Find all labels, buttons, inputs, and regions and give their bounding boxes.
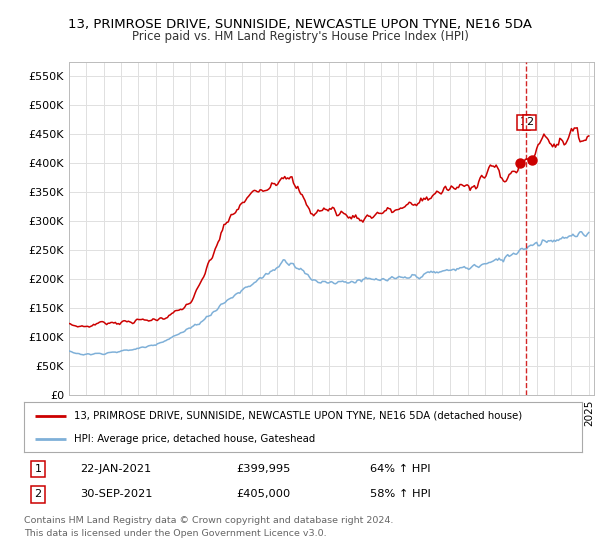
Text: 13, PRIMROSE DRIVE, SUNNISIDE, NEWCASTLE UPON TYNE, NE16 5DA: 13, PRIMROSE DRIVE, SUNNISIDE, NEWCASTLE… — [68, 18, 532, 31]
Text: Price paid vs. HM Land Registry's House Price Index (HPI): Price paid vs. HM Land Registry's House … — [131, 30, 469, 43]
Text: 22-JAN-2021: 22-JAN-2021 — [80, 464, 151, 474]
Text: £405,000: £405,000 — [236, 489, 290, 500]
Text: 64% ↑ HPI: 64% ↑ HPI — [370, 464, 431, 474]
Text: Contains HM Land Registry data © Crown copyright and database right 2024.
This d: Contains HM Land Registry data © Crown c… — [24, 516, 394, 538]
Text: 58% ↑ HPI: 58% ↑ HPI — [370, 489, 431, 500]
Text: HPI: Average price, detached house, Gateshead: HPI: Average price, detached house, Gate… — [74, 434, 316, 444]
Text: 2: 2 — [526, 118, 533, 128]
Text: 2: 2 — [34, 489, 41, 500]
Text: 13, PRIMROSE DRIVE, SUNNISIDE, NEWCASTLE UPON TYNE, NE16 5DA (detached house): 13, PRIMROSE DRIVE, SUNNISIDE, NEWCASTLE… — [74, 410, 523, 421]
Text: 30-SEP-2021: 30-SEP-2021 — [80, 489, 152, 500]
Text: 1: 1 — [34, 464, 41, 474]
Text: £399,995: £399,995 — [236, 464, 290, 474]
Text: 1: 1 — [520, 118, 527, 128]
